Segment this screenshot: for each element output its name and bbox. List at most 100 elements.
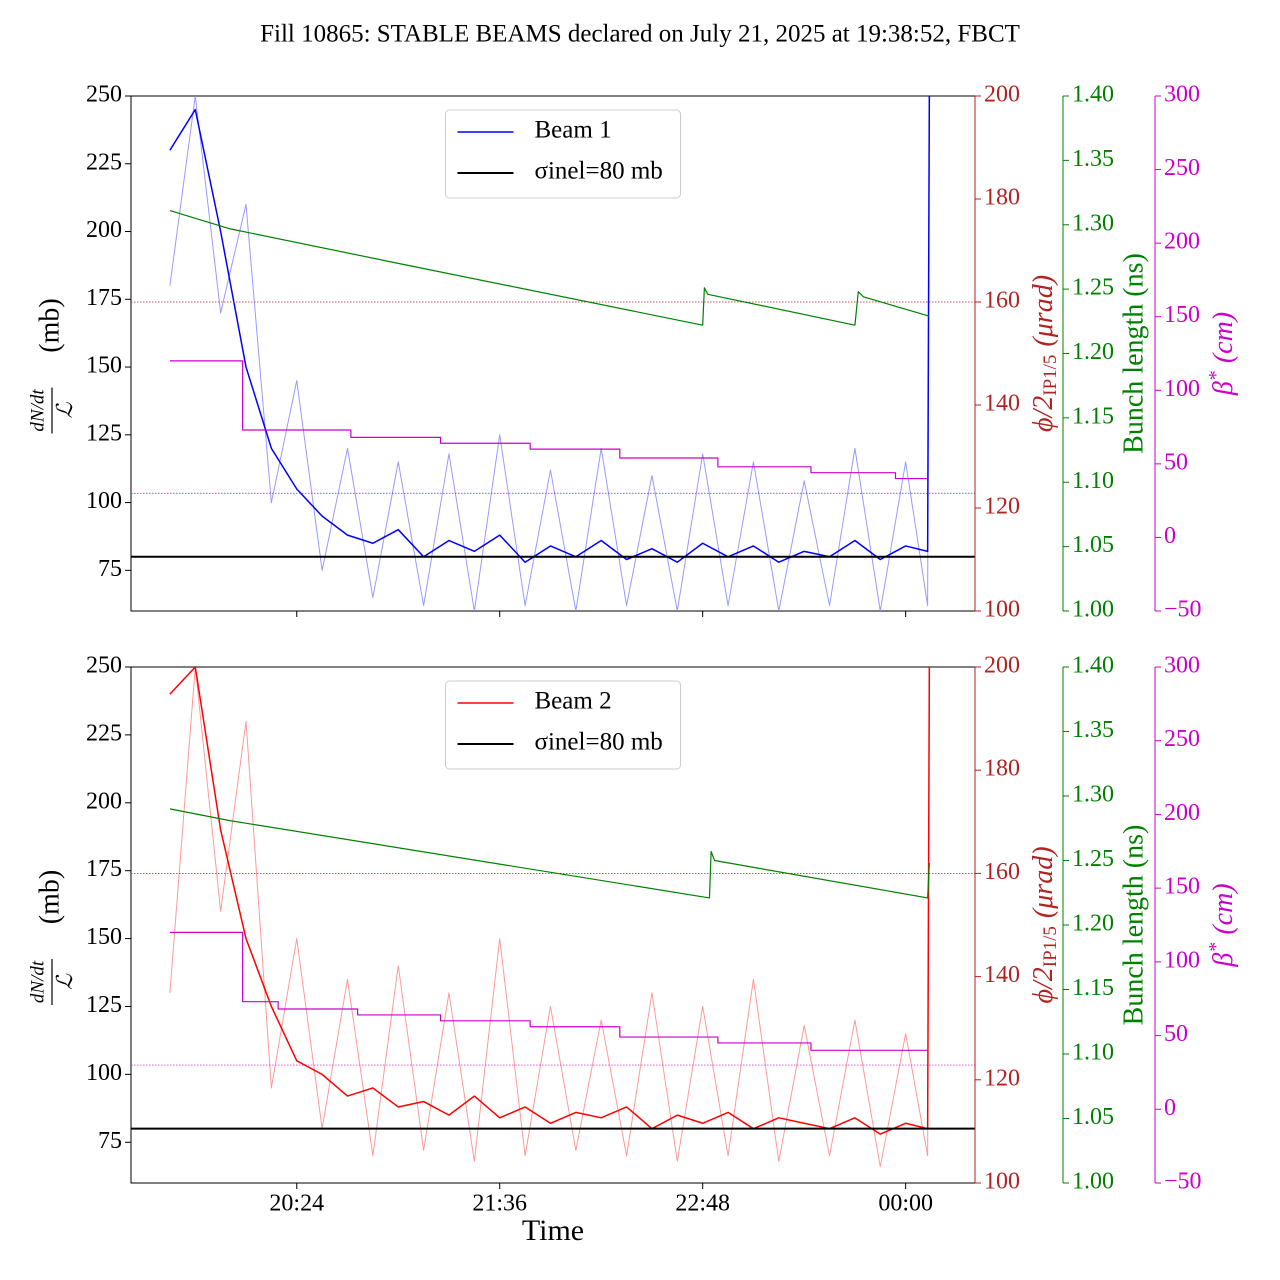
y3-tick-label: 1.25 <box>1072 846 1114 872</box>
y3-tick-label: 1.00 <box>1072 1169 1114 1195</box>
y3-tick-label: 1.15 <box>1072 975 1114 1001</box>
y-tick-label: 125 <box>86 992 122 1018</box>
y2-tick-label: 160 <box>984 859 1020 885</box>
y2-axis-label: ϕ/2IP1/5 (μrad) <box>1028 846 1061 1003</box>
y2-tick-label: 160 <box>984 288 1020 314</box>
y4-tick-label: 200 <box>1164 229 1200 255</box>
y-tick-label: 125 <box>86 420 122 446</box>
legend-label: σinel=80 mb <box>535 729 663 756</box>
y4-tick-label: −50 <box>1164 1169 1202 1195</box>
label-denominator: ℒ <box>52 401 77 418</box>
y4-tick-label: 150 <box>1164 302 1200 328</box>
y2-tick-label: 180 <box>984 185 1020 211</box>
series-line <box>169 808 930 899</box>
legend-label: σinel=80 mb <box>535 158 663 185</box>
y4-tick-label: 100 <box>1164 376 1200 402</box>
label-denominator: ℒ <box>52 973 77 990</box>
series-line <box>169 96 930 611</box>
label-main: ϕ/2 <box>1028 967 1059 1003</box>
y4-tick-label: 0 <box>1164 523 1176 549</box>
x-axis-label: Time <box>522 1214 584 1247</box>
series-line <box>169 931 928 1051</box>
y2-tick-label: 140 <box>984 391 1020 417</box>
y4-tick-label: 250 <box>1164 726 1200 752</box>
label-superscript: * <box>1205 943 1227 953</box>
y-tick-label: 225 <box>86 720 122 746</box>
y4-tick-label: 100 <box>1164 947 1200 973</box>
y2-label-text: ϕ/2IP1/5 (μrad) <box>1028 846 1061 1003</box>
label-unit: (mb) <box>34 298 65 352</box>
y4-tick-label: 0 <box>1164 1095 1176 1121</box>
label-unit: (μrad) <box>1028 846 1059 918</box>
y4-tick-label: 250 <box>1164 155 1200 181</box>
series-line <box>169 667 930 1168</box>
y-tick-label: 150 <box>86 924 122 950</box>
y4-tick-label: 50 <box>1164 449 1188 475</box>
label-unit: (μrad) <box>1028 275 1059 347</box>
plot-area <box>131 96 975 611</box>
label-main: β <box>1208 381 1239 396</box>
y-tick-label: 175 <box>86 285 122 311</box>
y2-tick-label: 100 <box>984 1169 1020 1195</box>
y-tick-label: 175 <box>86 856 122 882</box>
y3-axis-label: Bunch length (ns) <box>1118 253 1149 454</box>
label-unit: (cm) <box>1208 312 1239 363</box>
y3-tick-label: 1.30 <box>1072 782 1114 808</box>
y4-tick-label: 300 <box>1164 82 1200 108</box>
y2-tick-label: 120 <box>984 1065 1020 1091</box>
y3-tick-label: 1.40 <box>1072 653 1114 679</box>
y3-tick-label: 1.20 <box>1072 339 1114 365</box>
y-axis-label: dN/dt ℒ (mb) <box>27 298 77 434</box>
plot-area <box>131 667 975 1168</box>
y3-axis-label: Bunch length (ns) <box>1118 825 1149 1026</box>
y3-tick-label: 1.05 <box>1072 532 1114 558</box>
label-unit: (mb) <box>34 870 65 924</box>
y-tick-label: 75 <box>98 1128 122 1154</box>
y2-tick-label: 100 <box>984 597 1020 623</box>
label-subscript: IP1/5 <box>1040 926 1061 967</box>
y4-axis-label: β* (cm) <box>1205 883 1240 967</box>
y2-tick-label: 200 <box>984 653 1020 679</box>
y3-tick-label: 1.30 <box>1072 210 1114 236</box>
figure-title: Fill 10865: STABLE BEAMS declared on Jul… <box>260 21 1020 48</box>
y4-tick-label: 150 <box>1164 874 1200 900</box>
y3-tick-label: 1.35 <box>1072 717 1114 743</box>
y2-tick-label: 120 <box>984 494 1020 520</box>
y4-tick-label: 200 <box>1164 800 1200 826</box>
y-tick-label: 225 <box>86 149 122 175</box>
y3-tick-label: 1.10 <box>1072 1040 1114 1066</box>
y3-tick-label: 1.25 <box>1072 275 1114 301</box>
y2-tick-label: 140 <box>984 962 1020 988</box>
label-superscript: * <box>1205 371 1227 381</box>
y2-label-text: ϕ/2IP1/5 (μrad) <box>1028 275 1061 432</box>
y4-label-text: β* (cm) <box>1205 883 1240 967</box>
label-subscript: IP1/5 <box>1040 355 1061 396</box>
y-tick-label: 250 <box>86 653 122 679</box>
y-tick-label: 100 <box>86 1060 122 1086</box>
y3-tick-label: 1.20 <box>1072 911 1114 937</box>
y-tick-label: 150 <box>86 353 122 379</box>
y2-axis-label: ϕ/2IP1/5 (μrad) <box>1028 275 1061 432</box>
y3-tick-label: 1.05 <box>1072 1104 1114 1130</box>
y-tick-label: 200 <box>86 217 122 243</box>
y-tick-label: 250 <box>86 82 122 108</box>
y2-tick-label: 180 <box>984 756 1020 782</box>
label-numerator: dN/dt <box>27 389 48 432</box>
label-main: ϕ/2 <box>1028 396 1059 432</box>
y3-tick-label: 1.35 <box>1072 146 1114 172</box>
y-tick-label: 200 <box>86 788 122 814</box>
x-tick-label: 22:48 <box>675 1191 730 1217</box>
y2-tick-label: 200 <box>984 82 1020 108</box>
label-main: β <box>1208 953 1239 968</box>
x-tick-label: 20:24 <box>269 1191 324 1217</box>
y4-label-text: β* (cm) <box>1205 312 1240 396</box>
y3-tick-label: 1.10 <box>1072 468 1114 494</box>
label-numerator: dN/dt <box>27 960 48 1003</box>
y4-axis-label: β* (cm) <box>1205 312 1240 396</box>
y-axis-label: dN/dt ℒ (mb) <box>27 870 77 1005</box>
x-tick-label: 00:00 <box>878 1191 933 1217</box>
y4-tick-label: 50 <box>1164 1021 1188 1047</box>
label-unit: (cm) <box>1208 883 1239 934</box>
legend-label: Beam 1 <box>535 117 612 144</box>
